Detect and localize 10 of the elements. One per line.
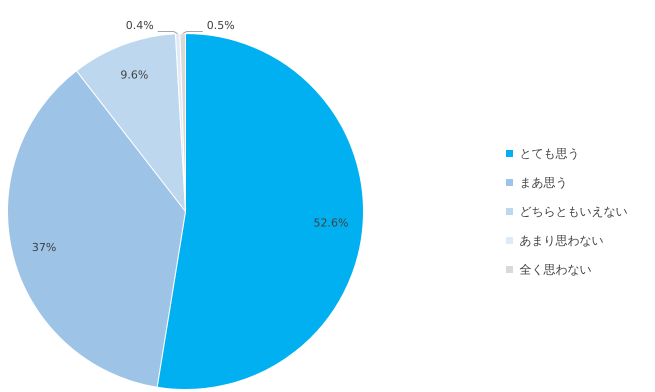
legend-label: あまり思わない [520,234,604,248]
legend-label: とても思う [520,146,580,160]
data-label: 0.4% [126,19,154,32]
data-label: 0.5% [206,19,235,32]
data-label: 52.6% [314,216,348,230]
data-label: 37% [32,241,56,254]
legend-label: まあ思う [520,176,568,190]
legend-label: 全く思わない [520,262,592,276]
data-label: 9.6% [120,68,148,82]
legend-label: どちらともいえない [520,204,628,218]
